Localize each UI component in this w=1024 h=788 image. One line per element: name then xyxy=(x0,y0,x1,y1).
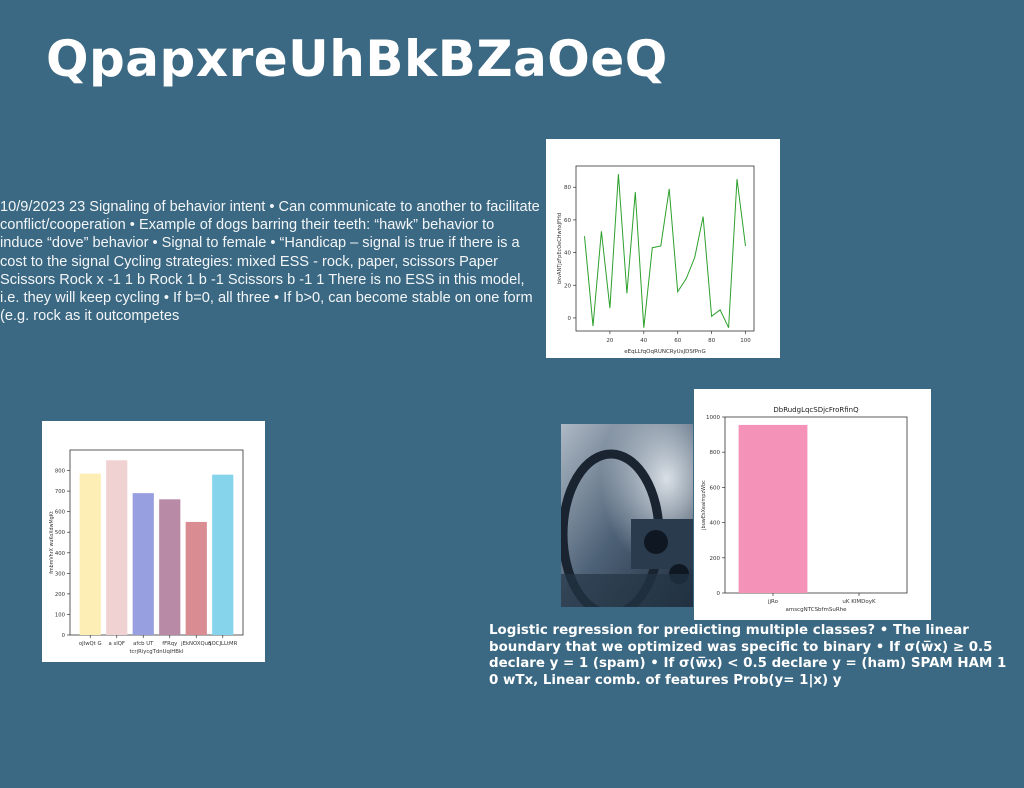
line-chart: 20 40 60 80 100020406080eEqLLfqOqRUNCRyUsJDS… xyxy=(557,165,755,355)
x-tick-label: 80 xyxy=(708,338,715,344)
x-tick-label: 100 xyxy=(740,338,751,344)
bar xyxy=(212,474,234,635)
y-tick-label: 400 xyxy=(710,521,721,527)
y-tick-label: 0 xyxy=(568,316,572,322)
series-line xyxy=(584,174,746,328)
right-bar-chart: DbRudgLqcSDjcFroRfinQ 0 200 400 600 800 1000 jj… xyxy=(701,406,908,613)
x-tick-label: fFRqy xyxy=(162,641,177,647)
bar-chart: 0 100 200 300 400 500 600 700 800 oJlwQt G a sIQF a… xyxy=(49,449,244,655)
y-tick-label: 0 xyxy=(62,633,66,639)
x-tick-label: afcb UT xyxy=(133,641,154,647)
bar xyxy=(106,460,128,635)
x-tick-label: SOCJLLtMR xyxy=(208,641,237,647)
y-tick-label: 40 xyxy=(564,251,571,257)
y-tick-label: 0 xyxy=(717,591,721,597)
x-axis-label: eEqLLfqOqRUNCRyUsJDSfPnG xyxy=(624,349,705,355)
x-tick-label: a sIQF xyxy=(109,641,125,647)
y-tick-label: 200 xyxy=(55,592,66,598)
y-tick-label: 800 xyxy=(710,450,721,456)
bar xyxy=(132,493,154,635)
bar xyxy=(738,424,808,593)
plot-frame xyxy=(724,416,908,594)
y-tick-label: 700 xyxy=(55,489,66,495)
y-axis-label: jbuwEsXeaimpzWbc xyxy=(701,480,707,531)
logistic-regression-text: Logistic regression for predicting multi… xyxy=(489,623,1007,688)
line-chart-panel: 20 40 60 80 100 0 20 40 60 80 eEqLLfqOqRUNCRyUsJDS… xyxy=(546,139,780,358)
y-tick-label: 300 xyxy=(55,571,66,577)
right-bar-chart-panel: DbRudgLqcSDjcFroRfinQ 0 200 400 600 800 1000 jj… xyxy=(694,389,931,620)
y-tick-label: 60 xyxy=(564,218,571,224)
x-tick-label: uK KlMDoyK xyxy=(842,599,876,605)
car-interior-photo xyxy=(561,424,693,607)
slide-title: QpapxreUhBkBZaOeQ xyxy=(46,30,668,88)
y-tick-label: 600 xyxy=(710,485,721,491)
x-tick-label: 20 xyxy=(606,338,613,344)
x-tick-label: oJlwQt G xyxy=(79,641,102,647)
y-tick-label: 100 xyxy=(55,612,66,618)
bar xyxy=(185,521,207,635)
y-tick-label: 400 xyxy=(55,551,66,557)
y-tick-label: 800 xyxy=(55,469,66,475)
bar-chart-panel: 0 100 200 300 400 500 600 700 800 oJlwQt G a sIQF a… xyxy=(42,421,265,662)
y-tick-label: 80 xyxy=(564,185,571,191)
plot-frame xyxy=(575,165,755,332)
x-tick-label: jjRo xyxy=(767,599,779,605)
chart-title: DbRudgLqcSDjcFroRfinQ xyxy=(773,406,859,414)
x-tick-label: 60 xyxy=(674,338,681,344)
y-axis-label: fmbmVhrX wuKoXdwMgKt xyxy=(49,511,55,574)
y-tick-label: 500 xyxy=(55,530,66,536)
x-tick-label: jEkNOXQuq xyxy=(180,641,211,647)
x-tick-label: 40 xyxy=(640,338,647,344)
y-tick-label: 200 xyxy=(710,556,721,562)
body-text: 10/9/2023 23 Signaling of behavior inten… xyxy=(0,199,540,325)
y-axis-label: bkvANTjzFpEcOeCHwhxJFHd xyxy=(557,213,563,284)
y-tick-label: 1000 xyxy=(706,415,720,421)
y-tick-label: 20 xyxy=(564,283,571,289)
bar xyxy=(79,473,101,635)
x-axis-label: amscgNTCSbfmSuRhe xyxy=(785,607,847,613)
bar xyxy=(159,499,181,635)
y-tick-label: 600 xyxy=(55,510,66,516)
plot-frame xyxy=(69,449,244,636)
x-axis-label: tcrjRiycgTdnUqiHBkI xyxy=(129,649,184,655)
